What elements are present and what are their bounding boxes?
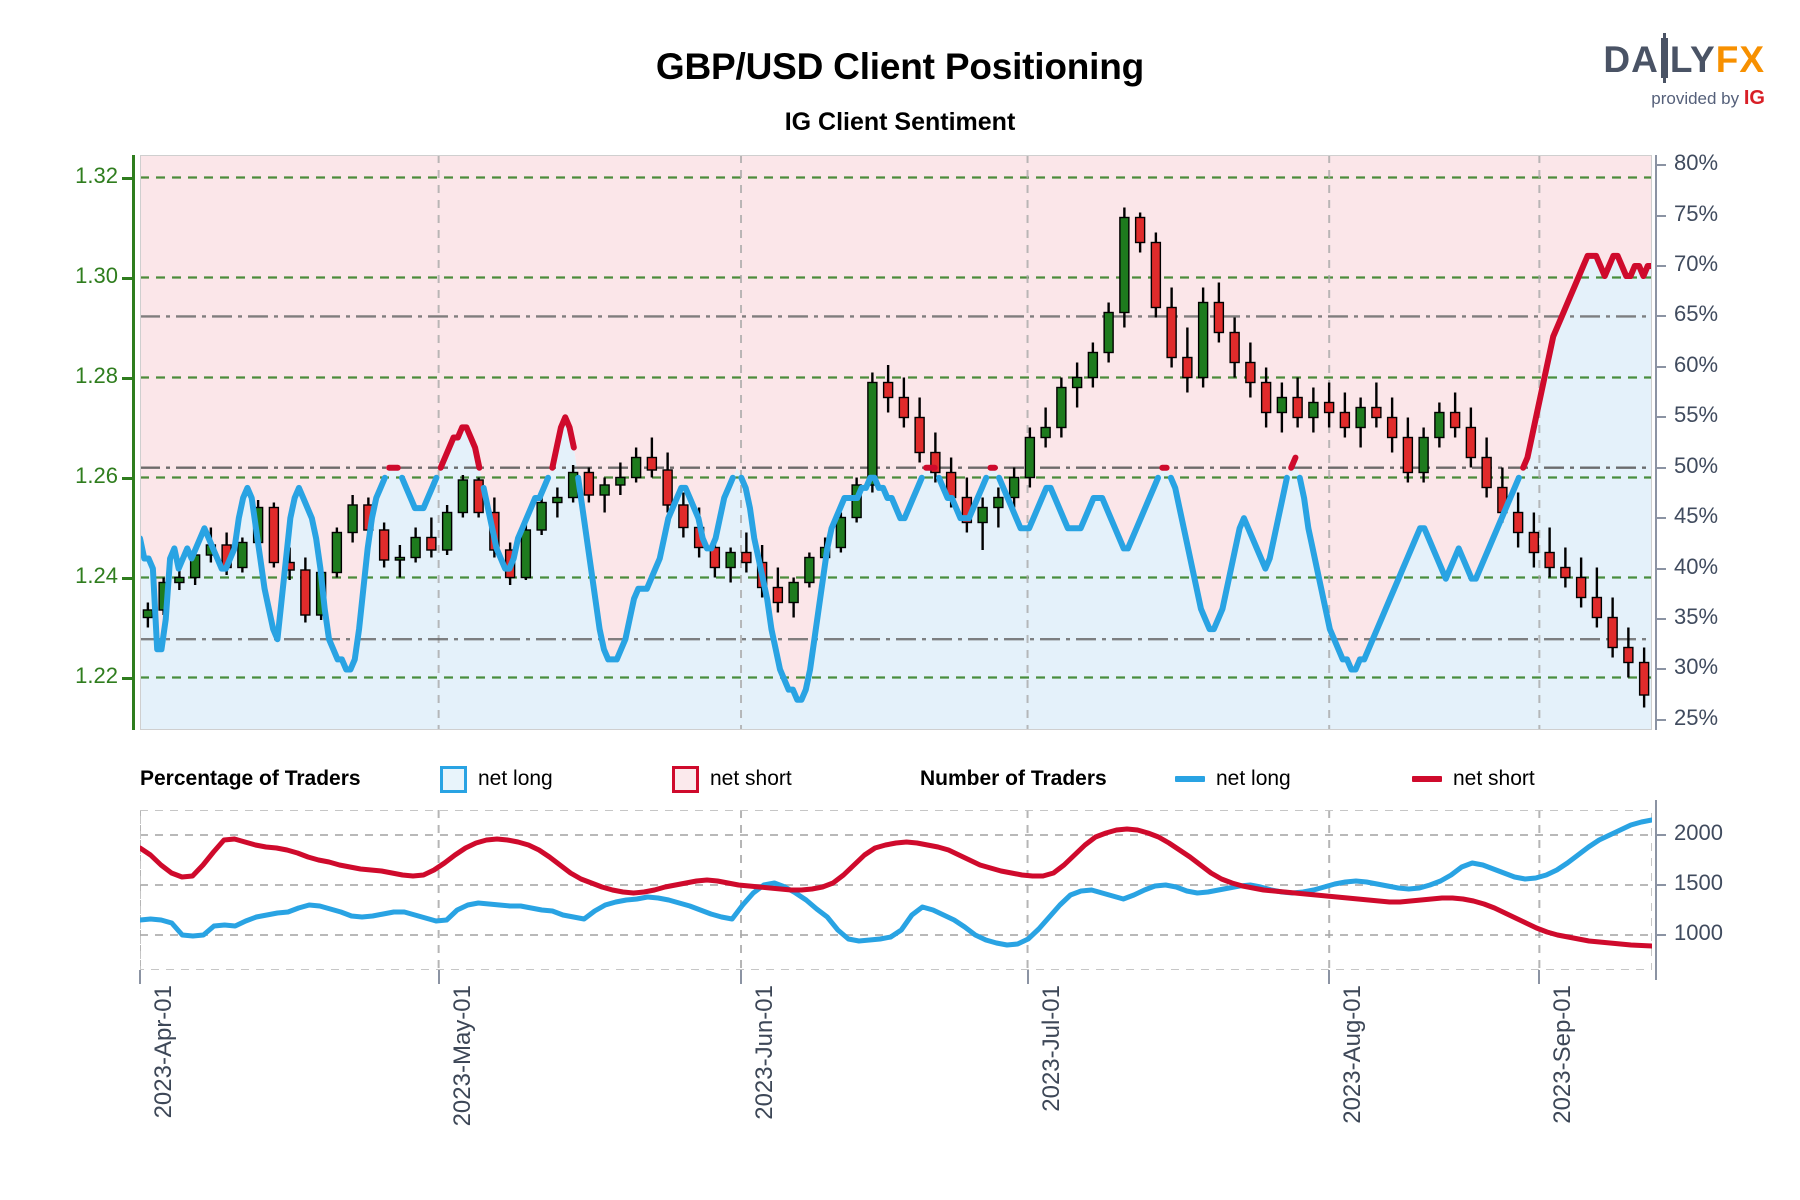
price-axis-tick xyxy=(122,176,132,180)
legend-item-pct-net-short[interactable]: net short xyxy=(672,762,792,796)
logo-provided-by: provided by xyxy=(1651,89,1740,108)
price-axis-tick xyxy=(122,376,132,380)
percent-axis-spine xyxy=(1655,155,1657,730)
date-axis-tick-label: 2023-May-01 xyxy=(448,985,476,1127)
date-axis-tick-label: 2023-Sep-01 xyxy=(1549,985,1577,1124)
legend-item-num-net-long[interactable]: net long xyxy=(1175,762,1291,796)
legend-percentage-heading: Percentage of Traders xyxy=(140,767,361,790)
percent-axis-tick xyxy=(1657,618,1666,621)
traders-axis-tick-label: 2000 xyxy=(1674,820,1723,845)
price-axis-tick xyxy=(122,276,132,280)
percent-axis-tick xyxy=(1657,365,1666,368)
percent-axis-tick-label: 80% xyxy=(1674,150,1719,176)
date-axis-tick xyxy=(1026,970,1029,984)
date-axis-tick xyxy=(1538,970,1541,984)
dailyfx-logo[interactable]: DA LYFX provided by IG xyxy=(1603,33,1765,110)
legend-item-pct-net-long[interactable]: net long xyxy=(440,762,553,796)
date-axis-tick xyxy=(437,970,440,984)
chart-subtitle: IG Client Sentiment xyxy=(784,108,1016,136)
percent-axis-tick-label: 30% xyxy=(1674,654,1719,680)
net-short-line-icon xyxy=(1412,776,1442,782)
percent-axis-tick-label: 25% xyxy=(1674,704,1719,730)
net-long-swatch-icon xyxy=(440,765,467,793)
chart-legend: Percentage of Traders net long net short… xyxy=(140,762,1660,802)
legend-number-heading: Number of Traders xyxy=(920,767,1107,790)
percent-axis-tick-label: 60% xyxy=(1674,351,1719,377)
percent-axis-tick-label: 50% xyxy=(1674,452,1719,478)
date-axis-tick xyxy=(139,970,141,984)
traders-axis-tick-label: 1000 xyxy=(1674,920,1723,945)
percent-axis-tick xyxy=(1657,416,1666,419)
percent-axis-tick xyxy=(1657,718,1666,721)
price-axis-tick-label: 1.30 xyxy=(75,262,118,288)
page-title: GBP/USD Client Positioning xyxy=(655,46,1145,87)
date-axis-tick xyxy=(1328,970,1331,984)
net-short-swatch-icon xyxy=(672,765,699,793)
percent-axis-tick xyxy=(1657,264,1666,267)
percent-axis-tick-label: 40% xyxy=(1674,553,1719,579)
candlestick-icon xyxy=(1660,33,1668,83)
date-axis-tick xyxy=(740,970,743,984)
percent-axis-tick xyxy=(1657,668,1666,671)
logo-fx-text: FX xyxy=(1715,39,1765,80)
number-of-traders-plot xyxy=(140,810,1652,970)
traders-axis-spine xyxy=(1655,800,1657,980)
price-axis-tick-label: 1.24 xyxy=(75,562,118,588)
logo-daily-text-2: LY xyxy=(1669,39,1716,80)
percent-axis-tick xyxy=(1657,466,1666,469)
date-axis-tick-label: 2023-Jun-01 xyxy=(751,985,779,1120)
traders-axis-tick-label: 1500 xyxy=(1674,870,1723,895)
traders-axis-tick xyxy=(1657,834,1666,836)
price-axis-tick-label: 1.32 xyxy=(75,162,118,188)
price-axis-tick xyxy=(122,476,132,480)
traders-axis-tick xyxy=(1657,884,1666,886)
price-axis-spine xyxy=(132,155,135,730)
percent-axis-tick-label: 45% xyxy=(1674,503,1719,529)
logo-ig-text: IG xyxy=(1743,87,1765,109)
percent-axis-tick-label: 65% xyxy=(1674,301,1719,327)
percent-axis-tick-label: 35% xyxy=(1674,604,1719,630)
percent-axis-tick xyxy=(1657,567,1666,570)
percent-axis-tick xyxy=(1657,315,1666,318)
percent-axis-tick-label: 75% xyxy=(1674,200,1719,226)
number-of-traders-chart[interactable] xyxy=(140,810,1652,970)
price-sentiment-plot xyxy=(140,155,1652,730)
price-axis-tick xyxy=(122,576,132,580)
date-axis-tick-label: 2023-Apr-01 xyxy=(150,985,177,1119)
chart-header: GBP/USD Client Positioning IG Client Sen… xyxy=(0,0,1800,136)
price-axis-tick-label: 1.28 xyxy=(75,362,118,388)
traders-axis-tick xyxy=(1657,934,1666,936)
percent-axis-tick xyxy=(1657,164,1666,167)
percent-axis-tick-label: 55% xyxy=(1674,402,1719,428)
net-long-line-icon xyxy=(1175,776,1205,782)
date-axis-tick-label: 2023-Aug-01 xyxy=(1339,985,1367,1124)
price-axis-tick xyxy=(122,676,132,680)
percent-axis-tick-label: 70% xyxy=(1674,250,1719,276)
price-sentiment-chart[interactable] xyxy=(140,155,1652,730)
price-axis-tick-label: 1.22 xyxy=(75,662,118,688)
price-axis-tick-label: 1.26 xyxy=(75,462,118,488)
percent-axis-tick xyxy=(1657,214,1666,217)
date-axis-tick-label: 2023-Jul-01 xyxy=(1037,985,1065,1112)
legend-item-num-net-short[interactable]: net short xyxy=(1412,762,1535,796)
percent-axis-tick xyxy=(1657,517,1666,520)
logo-daily-text: DA xyxy=(1603,39,1659,80)
